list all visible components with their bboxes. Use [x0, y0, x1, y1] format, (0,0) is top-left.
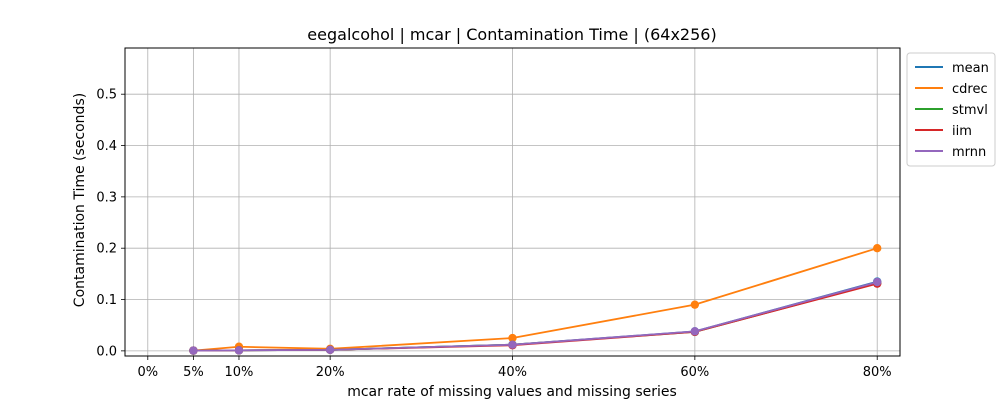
- series-line-mrnn: [193, 281, 878, 352]
- x-tick-label: 5%: [183, 365, 204, 380]
- data-point-mrnn: [234, 346, 244, 355]
- data-point-mrnn: [189, 346, 198, 355]
- y-axis-label: Contamination Time (seconds): [72, 93, 88, 307]
- grid-lines: [125, 48, 900, 356]
- series-mrnn: [189, 277, 882, 355]
- legend: mean cdrec stmvl iim mrnn: [906, 52, 996, 167]
- y-tick-label: 0.5: [96, 88, 117, 103]
- y-tick-label: 0.2: [96, 242, 117, 257]
- chart-title: eegalcohol | mcar | Contamination Time |…: [307, 25, 716, 44]
- data-point-cdrec: [873, 244, 882, 253]
- x-tick-label: 10%: [225, 365, 254, 380]
- data-point-mrnn: [508, 340, 517, 349]
- legend-label-mean: mean: [952, 61, 989, 76]
- x-tick-label: 60%: [680, 365, 709, 380]
- y-tick-label: 0.1: [96, 293, 117, 308]
- data-point-mrnn: [325, 345, 335, 355]
- data-point-mrnn: [690, 327, 700, 336]
- legend-label-cdrec: cdrec: [952, 82, 988, 97]
- x-tick-label: 40%: [498, 365, 527, 380]
- axis-ticks: 0% 5% 10% 20% 40% 60% 80% 0.0 0.1 0.2 0.3 0.4 0.5: [96, 88, 891, 380]
- series-line-cdrec: [193, 247, 878, 352]
- y-tick-label: 0.0: [96, 344, 117, 359]
- x-axis-label: mcar rate of missing values and missing …: [347, 384, 677, 400]
- data-point-cdrec: [508, 333, 517, 343]
- x-tick-label: 0%: [137, 365, 158, 380]
- x-tick-label: 20%: [316, 365, 345, 380]
- data-point-mrnn: [873, 277, 882, 287]
- x-tick-label: 80%: [863, 365, 892, 380]
- legend-box: [906, 52, 996, 167]
- legend-label-stmvl: stmvl: [952, 103, 988, 118]
- legend-label-mrnn: mrnn: [952, 145, 986, 160]
- legend-label-iim: iim: [952, 124, 972, 139]
- series-lines: [189, 244, 882, 355]
- y-tick-label: 0.3: [96, 190, 117, 205]
- data-point-cdrec: [690, 300, 700, 309]
- y-tick-label: 0.4: [96, 139, 117, 154]
